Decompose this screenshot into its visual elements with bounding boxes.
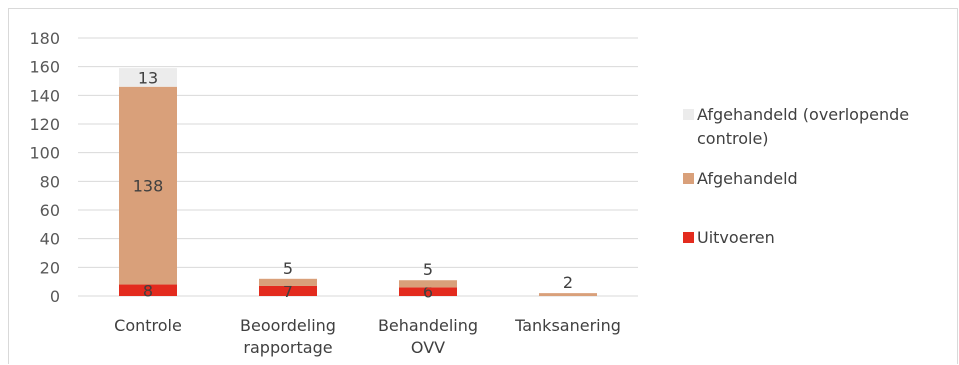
bar-segment bbox=[539, 293, 597, 296]
legend-label: controle) bbox=[697, 129, 769, 148]
bar-segment bbox=[119, 86, 177, 285]
y-tick-label: 0 bbox=[50, 287, 60, 306]
x-category-label: OVV bbox=[411, 338, 445, 357]
y-tick-label: 120 bbox=[29, 115, 60, 134]
y-tick-label: 160 bbox=[29, 58, 60, 77]
data-label: 138 bbox=[133, 177, 164, 196]
data-label: 6 bbox=[423, 283, 433, 302]
data-label: 13 bbox=[138, 68, 158, 87]
bar-segment bbox=[259, 278, 317, 286]
bar-segment bbox=[119, 68, 177, 87]
x-category-label: Tanksanering bbox=[514, 316, 621, 335]
x-category-label: rapportage bbox=[243, 338, 332, 357]
data-label: 8 bbox=[143, 281, 153, 300]
bar-segment bbox=[119, 284, 177, 296]
y-tick-label: 140 bbox=[29, 86, 60, 105]
y-tick-label: 100 bbox=[29, 144, 60, 163]
bar-segment bbox=[259, 285, 317, 296]
legend-label: Afgehandeld bbox=[697, 169, 798, 188]
data-label: 7 bbox=[283, 282, 293, 301]
y-tick-label: 180 bbox=[29, 29, 60, 48]
chart-frame bbox=[8, 8, 958, 364]
x-category-label: Controle bbox=[114, 316, 182, 335]
legend-label: Uitvoeren bbox=[697, 228, 775, 247]
bar-segment bbox=[399, 280, 457, 288]
x-category-label: Behandeling bbox=[378, 316, 478, 335]
y-tick-label: 60 bbox=[40, 201, 60, 220]
legend-label: Afgehandeld (overlopende bbox=[697, 105, 909, 124]
legend-swatch bbox=[683, 173, 694, 184]
y-tick-label: 40 bbox=[40, 230, 60, 249]
legend-swatch bbox=[683, 109, 694, 120]
data-label: 5 bbox=[283, 259, 293, 278]
x-category-label: Beoordeling bbox=[240, 316, 336, 335]
bar-segment bbox=[399, 287, 457, 296]
y-tick-label: 80 bbox=[40, 172, 60, 191]
data-label: 5 bbox=[423, 260, 433, 279]
data-label: 2 bbox=[563, 273, 573, 292]
legend-swatch bbox=[683, 232, 694, 243]
y-tick-label: 20 bbox=[40, 258, 60, 277]
